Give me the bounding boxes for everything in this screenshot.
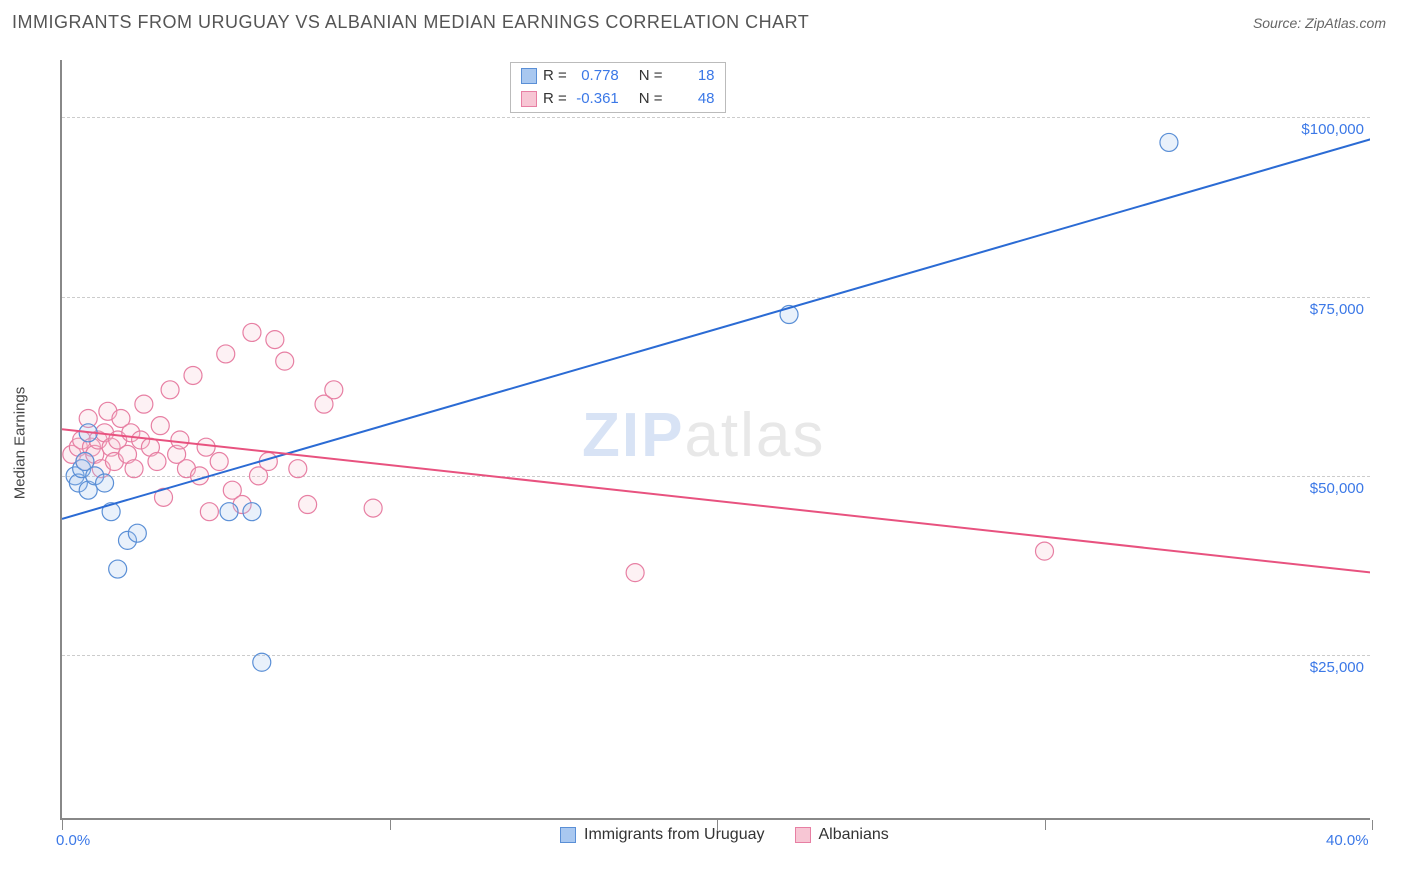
x-tick-mark: [1045, 820, 1046, 830]
data-point: [266, 331, 284, 349]
data-point: [135, 395, 153, 413]
watermark-zip: ZIP: [582, 401, 684, 470]
data-point: [626, 564, 644, 582]
stat-r-value: -0.361: [573, 88, 619, 111]
chart-container: Median Earnings ZIPatlas R =0.778N =18R …: [40, 48, 1390, 838]
legend-item: Immigrants from Uruguay: [560, 826, 765, 844]
data-point: [161, 381, 179, 399]
series-swatch: [521, 68, 537, 84]
gridline: [62, 297, 1370, 298]
data-point: [76, 453, 94, 471]
data-point: [200, 503, 218, 521]
data-point: [780, 306, 798, 324]
y-tick-label: $25,000: [1310, 659, 1364, 676]
data-point: [132, 431, 150, 449]
data-point: [86, 445, 104, 463]
data-point: [171, 431, 189, 449]
stat-r-label: R =: [543, 88, 567, 111]
data-point: [69, 438, 87, 456]
stat-r-value: 0.778: [573, 65, 619, 88]
data-point: [243, 503, 261, 521]
data-point: [155, 488, 173, 506]
data-point: [79, 424, 97, 442]
x-tick-mark: [390, 820, 391, 830]
data-point: [122, 424, 140, 442]
stat-n-value: 18: [669, 65, 715, 88]
watermark-atlas: atlas: [684, 401, 825, 470]
legend-label: Immigrants from Uruguay: [584, 826, 765, 844]
data-point: [119, 445, 137, 463]
data-point: [102, 503, 120, 521]
data-point: [364, 499, 382, 517]
source-attribution: Source: ZipAtlas.com: [1253, 15, 1386, 31]
data-point: [243, 323, 261, 341]
data-point: [197, 438, 215, 456]
legend-swatch: [795, 827, 811, 843]
data-point: [79, 481, 97, 499]
stat-n-label: N =: [639, 88, 663, 111]
gridline: [62, 117, 1370, 118]
watermark: ZIPatlas: [582, 400, 825, 471]
correlation-stats-box: R = 0.778 N = 18 R = -0.361 N = 48: [510, 62, 726, 113]
data-point: [299, 496, 317, 514]
data-point: [112, 409, 130, 427]
data-point: [151, 417, 169, 435]
plot-area: ZIPatlas R = 0.778 N = 18 R = -0.361 N = 48 $25…: [60, 60, 1370, 820]
stat-n-label: N =: [639, 65, 663, 88]
stats-row: R = 0.778 N = 18: [521, 65, 715, 88]
data-point: [184, 366, 202, 384]
data-point: [141, 438, 159, 456]
data-point: [1036, 542, 1054, 560]
data-point: [63, 445, 81, 463]
legend-swatch: [560, 827, 576, 843]
stats-row: R = -0.361 N = 48: [521, 88, 715, 111]
x-tick-mark: [62, 820, 63, 830]
data-point: [223, 481, 241, 499]
data-point: [168, 445, 186, 463]
x-tick-mark: [1372, 820, 1373, 830]
data-point: [105, 453, 123, 471]
y-axis-label: Median Earnings: [12, 387, 29, 500]
chart-svg: [62, 60, 1370, 818]
data-point: [148, 453, 166, 471]
legend-item: Albanians: [795, 826, 889, 844]
data-point: [210, 453, 228, 471]
regression-line: [62, 429, 1370, 572]
data-point: [119, 531, 137, 549]
data-point: [276, 352, 294, 370]
data-point: [128, 524, 146, 542]
x-tick-label: 0.0%: [56, 832, 90, 849]
regression-line: [62, 139, 1370, 519]
stat-n-value: 48: [669, 88, 715, 111]
data-point: [99, 402, 117, 420]
y-tick-label: $50,000: [1310, 480, 1364, 497]
gridline: [62, 476, 1370, 477]
legend-label: Albanians: [819, 826, 889, 844]
data-point: [109, 431, 127, 449]
gridline: [62, 655, 1370, 656]
data-point: [102, 438, 120, 456]
data-point: [73, 431, 91, 449]
series-swatch: [521, 91, 537, 107]
data-point: [217, 345, 235, 363]
data-point: [220, 503, 238, 521]
stat-r-label: R =: [543, 65, 567, 88]
data-point: [76, 453, 94, 471]
data-point: [96, 424, 114, 442]
data-point: [82, 438, 100, 456]
data-point: [79, 409, 97, 427]
data-point: [1160, 133, 1178, 151]
data-point: [89, 431, 107, 449]
chart-title: IMMIGRANTS FROM URUGUAY VS ALBANIAN MEDI…: [12, 12, 809, 33]
data-point: [109, 560, 127, 578]
data-point: [259, 453, 277, 471]
y-tick-label: $100,000: [1301, 121, 1364, 138]
legend: Immigrants from Uruguay Albanians: [560, 826, 889, 844]
data-point: [325, 381, 343, 399]
x-tick-label: 40.0%: [1326, 832, 1369, 849]
data-point: [315, 395, 333, 413]
y-tick-label: $75,000: [1310, 301, 1364, 318]
data-point: [233, 496, 251, 514]
